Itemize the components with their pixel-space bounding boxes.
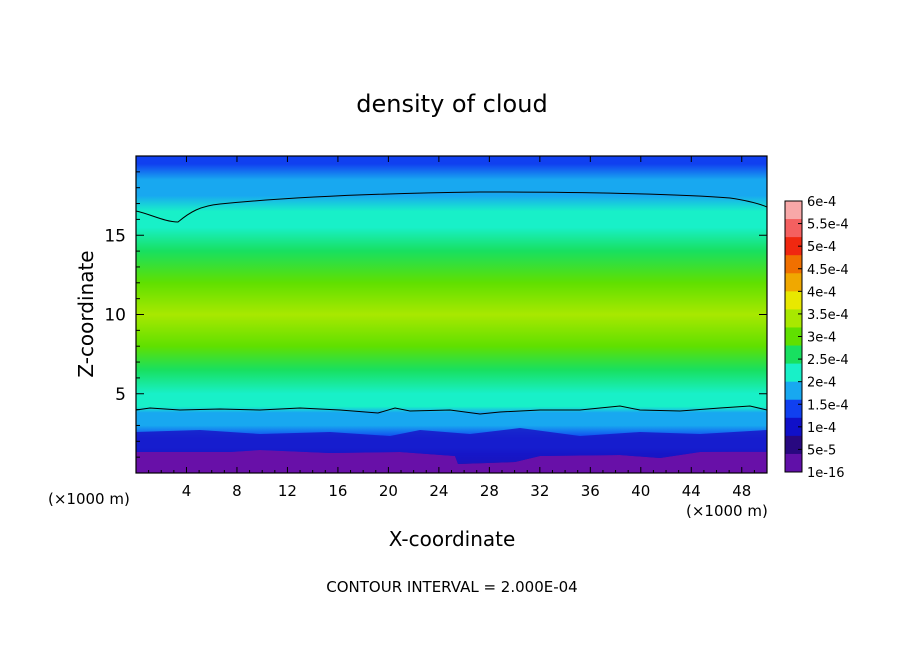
x-tick-label: 20 bbox=[379, 482, 398, 500]
y-axis-ticks: 5 10 15 bbox=[104, 171, 767, 458]
colorbar-label: 5e-4 bbox=[807, 240, 836, 255]
colorbar-label: 1e-4 bbox=[807, 421, 836, 436]
y-tick-label: 10 bbox=[104, 306, 126, 326]
x-tick-label: 8 bbox=[232, 482, 242, 500]
colorbar-label: 5.5e-4 bbox=[807, 218, 849, 233]
x-tick-label: 24 bbox=[429, 482, 448, 500]
x-tick-label: 32 bbox=[530, 482, 549, 500]
y-tick-label: 5 bbox=[115, 385, 126, 405]
colorbar-swatch bbox=[785, 453, 802, 473]
x-unit-label-right: (×1000 m) bbox=[686, 502, 768, 520]
surface-purple-band bbox=[136, 450, 767, 473]
colorbar-swatch bbox=[785, 363, 802, 383]
colorbar-swatch bbox=[785, 237, 802, 256]
x-tick-label: 40 bbox=[631, 482, 650, 500]
x-tick-label: 12 bbox=[278, 482, 297, 500]
x-axis-label: X-coordinate bbox=[389, 527, 516, 551]
x-tick-label: 48 bbox=[732, 482, 751, 500]
x-tick-label: 16 bbox=[328, 482, 347, 500]
colorbar-swatch bbox=[785, 273, 802, 292]
colorbar-label: 1e-16 bbox=[807, 466, 845, 481]
density-field bbox=[136, 156, 767, 473]
surface-dark-blue-band bbox=[136, 428, 767, 464]
colorbar-swatch bbox=[785, 255, 802, 274]
colorbar-swatch bbox=[785, 327, 802, 347]
colorbar: 6e-4 5.5e-4 5e-4 4.5e-4 4e-4 3.5e-4 3e-4 2.5e-4… bbox=[784, 195, 849, 481]
y-axis-label: Z-coordinate bbox=[74, 250, 98, 377]
x-axis-ticks: 4 8 12 16 20 24 28 32 36 40 44 48 bbox=[148, 156, 755, 500]
colorbar-swatch bbox=[785, 399, 802, 419]
colorbar-swatch bbox=[785, 201, 802, 220]
x-tick-label: 44 bbox=[682, 482, 701, 500]
colorbar-swatch bbox=[785, 417, 802, 437]
colorbar-label: 3e-4 bbox=[807, 331, 836, 346]
colorbar-label: 6e-4 bbox=[807, 195, 836, 210]
colorbar-swatch bbox=[785, 381, 802, 401]
colorbar-label: 1.5e-4 bbox=[807, 398, 849, 413]
colorbar-label: 3.5e-4 bbox=[807, 308, 849, 323]
x-tick-label: 28 bbox=[480, 482, 499, 500]
x-tick-label: 4 bbox=[182, 482, 192, 500]
upper-contour bbox=[136, 191, 767, 223]
colorbar-swatch bbox=[785, 345, 802, 365]
colorbar-swatch bbox=[785, 435, 802, 455]
contour-interval-note: CONTOUR INTERVAL = 2.000E-04 bbox=[326, 578, 577, 596]
lower-contour bbox=[136, 405, 767, 415]
colorbar-label: 2e-4 bbox=[807, 376, 836, 391]
x-tick-label: 36 bbox=[581, 482, 600, 500]
colorbar-swatch bbox=[785, 291, 802, 310]
colorbar-label: 5e-5 bbox=[807, 443, 836, 458]
colorbar-swatch bbox=[785, 219, 802, 238]
colorbar-label: 2.5e-4 bbox=[807, 353, 849, 368]
x-unit-label-left: (×1000 m) bbox=[48, 490, 130, 508]
colorbar-label: 4e-4 bbox=[807, 285, 836, 300]
chart-title: density of cloud bbox=[356, 90, 547, 118]
plot-area bbox=[136, 156, 767, 473]
colorbar-label: 4.5e-4 bbox=[807, 263, 849, 278]
colorbar-swatch bbox=[785, 309, 802, 328]
y-tick-label: 15 bbox=[104, 226, 126, 246]
